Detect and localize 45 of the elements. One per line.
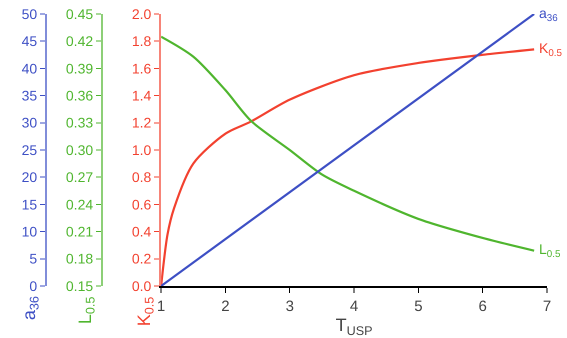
- y3-tick-label: 50: [22, 6, 38, 22]
- y2-tick-label: 0.27: [66, 169, 94, 186]
- y2-tick-label: 0.33: [66, 114, 94, 131]
- y2-tick-label: 0.42: [66, 33, 94, 50]
- y2-tick-label: 0.30: [66, 142, 94, 158]
- x-tick-label: 3: [286, 298, 294, 315]
- x-tick-label: 5: [414, 298, 423, 315]
- x-tick-label: 7: [542, 298, 552, 315]
- y-tick-label: 0.0: [132, 278, 152, 294]
- x-tick-label: 2: [221, 298, 230, 315]
- y2-tick-label: 0.39: [66, 60, 94, 76]
- y2-tick-label: 0.18: [66, 250, 94, 267]
- y3-tick-label: 15: [22, 196, 38, 212]
- y2-tick-label: 0.45: [66, 6, 94, 22]
- y3-tick-label: 35: [22, 88, 38, 104]
- series-label: K$_{0.5}$: [539, 40, 563, 59]
- series-label: a$_{36}$: [539, 5, 558, 24]
- y3-tick-label: 45: [22, 33, 38, 50]
- y3-tick-label: 25: [22, 142, 38, 158]
- y3-tick-label: 10: [22, 224, 38, 240]
- y3-tick-label: 0: [29, 278, 38, 294]
- y3-tick-label: 40: [22, 60, 38, 76]
- y-tick-label: 2.0: [132, 6, 152, 22]
- y-tick-label: 1.2: [132, 114, 152, 131]
- x-tick-label: 1: [156, 298, 166, 315]
- y-tick-label: 0.8: [132, 169, 152, 186]
- series-label: L$_{0.5}$: [539, 241, 561, 260]
- y-tick-label: 1.8: [132, 33, 152, 50]
- y2-tick-label: 0.24: [66, 196, 94, 212]
- y-tick-label: 1.4: [132, 88, 152, 104]
- y-tick-label: 0.2: [132, 250, 152, 267]
- y3-tick-label: 20: [22, 169, 38, 186]
- y2-tick-label: 0.15: [66, 278, 94, 294]
- y3-tick-label: 5: [29, 250, 38, 267]
- x-tick-label: 6: [478, 298, 487, 315]
- y-tick-label: 0.4: [132, 224, 152, 240]
- x-axis-title: T$_{USP}$: [336, 315, 373, 338]
- y-tick-label: 1.0: [132, 142, 152, 158]
- line-series: [161, 36, 536, 252]
- y3-tick-label: 30: [22, 114, 38, 131]
- y-tick-label: 1.6: [132, 60, 152, 76]
- y-tick-label: 0.6: [132, 196, 152, 212]
- y2-tick-label: 0.36: [66, 88, 94, 104]
- y2-tick-label: 0.21: [66, 224, 94, 240]
- x-tick-label: 4: [350, 298, 358, 315]
